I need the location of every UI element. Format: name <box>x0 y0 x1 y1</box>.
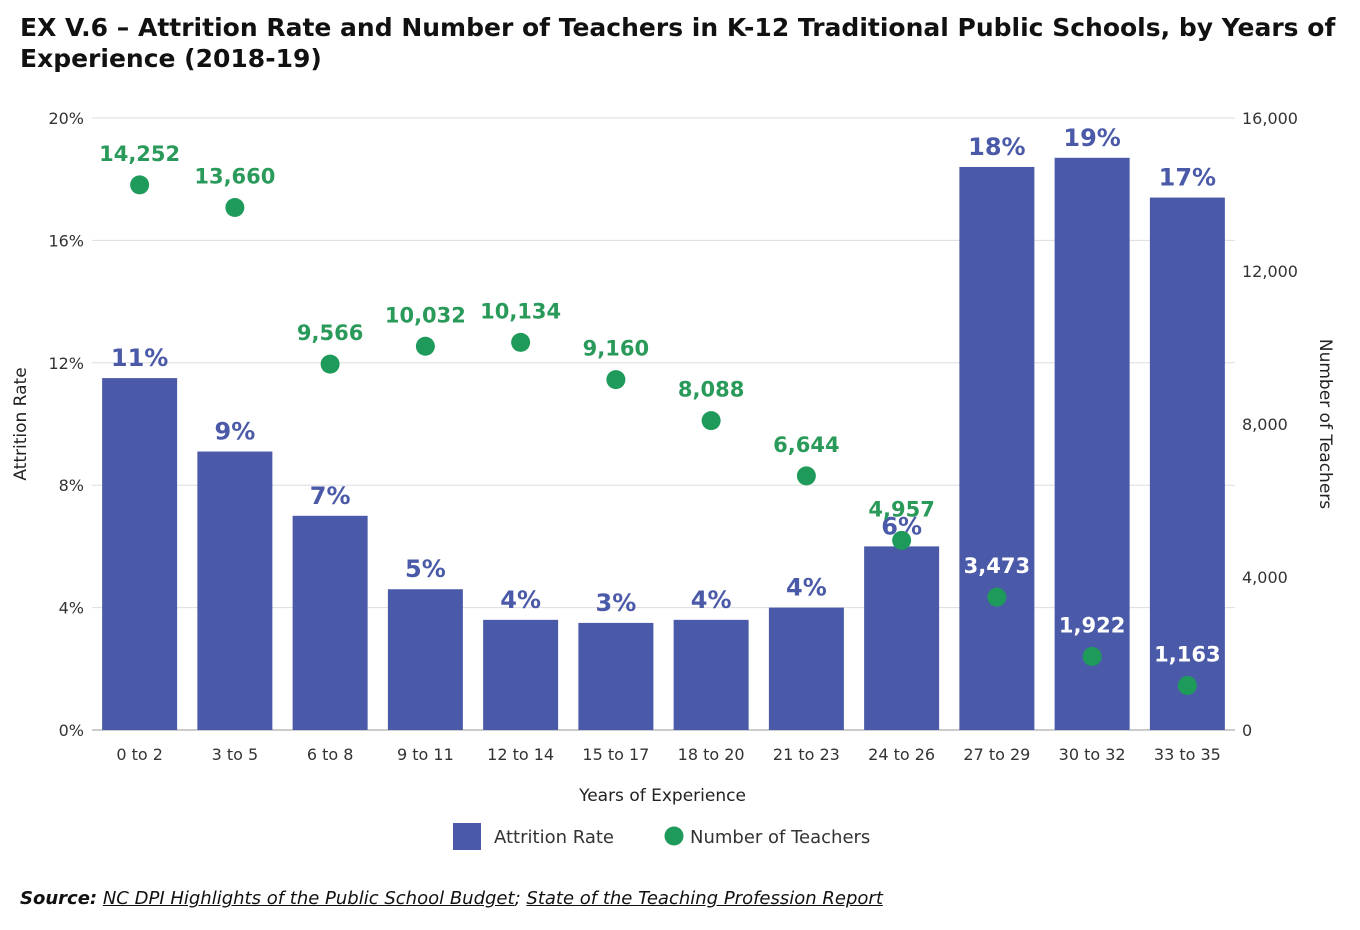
bar <box>768 607 844 730</box>
teacher-count-point <box>1082 646 1102 666</box>
x-tick-label: 18 to 20 <box>678 745 745 764</box>
teacher-count-point <box>415 336 435 356</box>
bar-value-label: 18% <box>968 133 1025 161</box>
teacher-count-label: 13,660 <box>194 165 275 189</box>
bar <box>1149 197 1225 730</box>
bar <box>864 546 940 730</box>
y-tick-label: 0% <box>59 721 84 740</box>
teacher-count-label: 1,163 <box>1154 643 1220 667</box>
y2-tick-label: 12,000 <box>1242 262 1298 281</box>
teacher-count-label: 3,473 <box>964 554 1030 578</box>
legend-label-teachers: Number of Teachers <box>690 827 870 848</box>
source-link-teaching-report[interactable]: State of the Teaching Profession Report <box>526 888 883 909</box>
bar <box>292 515 368 730</box>
source-separator: ; <box>514 888 521 909</box>
legend-swatch-attrition <box>453 823 481 850</box>
x-axis-title: Years of Experience <box>578 786 746 806</box>
bar-value-label: 3% <box>596 589 637 617</box>
x-tick-label: 33 to 35 <box>1154 745 1221 764</box>
x-tick-label: 15 to 17 <box>582 745 649 764</box>
x-tick-label: 24 to 26 <box>868 745 935 764</box>
y-tick-label: 8% <box>59 476 84 495</box>
teacher-count-point <box>606 370 626 390</box>
source-link-budget[interactable]: NC DPI Highlights of the Public School B… <box>102 888 515 909</box>
grid-lines <box>92 117 1235 731</box>
teacher-count-label: 9,566 <box>297 321 363 345</box>
y-tick-label: 16% <box>48 231 84 250</box>
legend-label-attrition: Attrition Rate <box>494 827 614 848</box>
teacher-count-point <box>130 175 150 195</box>
bar-value-label: 4% <box>500 586 541 614</box>
teacher-count-label: 14,252 <box>99 142 180 166</box>
teacher-count-label: 6,644 <box>773 433 839 457</box>
teacher-count-label: 10,134 <box>480 299 561 323</box>
y2-tick-label: 0 <box>1242 721 1252 740</box>
x-tick-label: 21 to 23 <box>773 745 840 764</box>
x-tick-label: 27 to 29 <box>963 745 1030 764</box>
legend: Attrition Rate Number of Teachers <box>453 823 870 850</box>
x-tick-label: 6 to 8 <box>307 745 354 764</box>
teacher-count-point <box>796 466 816 486</box>
teacher-count-point <box>225 198 245 218</box>
bar <box>102 378 178 730</box>
teacher-count-point <box>1177 676 1197 696</box>
bar-value-label: 5% <box>405 555 446 583</box>
x-tick-label: 30 to 32 <box>1059 745 1126 764</box>
teacher-count-point <box>987 587 1007 607</box>
y2-tick-label: 16,000 <box>1242 109 1298 128</box>
bar-value-label: 9% <box>215 418 256 446</box>
teacher-count-label: 9,160 <box>583 337 649 361</box>
y-tick-label: 4% <box>59 599 84 618</box>
bar-value-label: 19% <box>1063 124 1120 152</box>
bar <box>959 166 1035 730</box>
bar <box>578 622 654 730</box>
y-tick-label: 12% <box>48 354 84 373</box>
dots-group: 14,252 13,660 9,566 10,032 10,134 9,160 8,088 6… <box>99 142 1221 696</box>
bars-group: 11%9%7%5%4% 3% 4% 4%6%18% 19%17% <box>102 124 1225 730</box>
teacher-count-point <box>701 411 721 431</box>
y2-axis-title: Number of Teachers <box>1315 339 1335 509</box>
teacher-count-point <box>511 332 531 352</box>
x-tick-label: 3 to 5 <box>212 745 259 764</box>
x-tick-label: 9 to 11 <box>397 745 454 764</box>
bar-value-label: 4% <box>691 586 732 614</box>
source-prefix: Source: <box>20 888 98 909</box>
legend-swatch-teachers <box>664 826 684 846</box>
source-note: Source: NC DPI Highlights of the Public … <box>20 888 883 909</box>
y2-tick-label: 4,000 <box>1242 568 1288 587</box>
bar-value-label: 17% <box>1159 164 1216 192</box>
y-tick-label: 20% <box>48 109 84 128</box>
bar <box>387 589 463 730</box>
bar <box>1054 157 1130 730</box>
y2-tick-label: 8,000 <box>1242 415 1288 434</box>
teacher-count-label: 1,922 <box>1059 613 1125 637</box>
bar-value-label: 7% <box>310 482 351 510</box>
bar <box>483 619 559 730</box>
x-tick-label: 12 to 14 <box>487 745 554 764</box>
bar <box>197 451 273 730</box>
y-axis-title: Attrition Rate <box>11 367 31 480</box>
teacher-count-point <box>892 530 912 550</box>
bar-value-label: 4% <box>786 574 827 602</box>
teacher-count-label: 4,957 <box>868 497 934 521</box>
bar-value-label: 11% <box>111 344 168 372</box>
teacher-count-point <box>320 354 340 374</box>
axes-group: 0% 4% 8% 12% 16% 20% 0 4,000 8,000 12,000 16,000 0 … <box>48 109 1298 764</box>
teacher-count-label: 10,032 <box>385 303 466 327</box>
teacher-count-label: 8,088 <box>678 378 744 402</box>
bar <box>673 619 749 730</box>
chart-title: EX V.6 – Attrition Rate and Number of Te… <box>20 13 1336 73</box>
x-tick-label: 0 to 2 <box>116 745 163 764</box>
